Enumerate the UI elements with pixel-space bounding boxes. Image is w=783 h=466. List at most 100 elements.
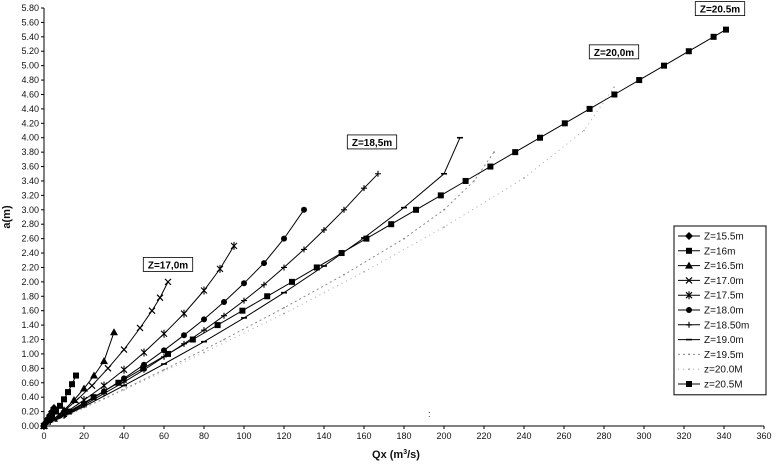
data-point bbox=[403, 237, 405, 240]
x-tick-label: 200 bbox=[436, 431, 451, 441]
data-point bbox=[181, 332, 187, 339]
y-tick-label: 5.60 bbox=[21, 17, 39, 27]
data-point bbox=[321, 226, 327, 233]
data-point bbox=[88, 382, 96, 390]
x-tick-label: 100 bbox=[236, 431, 251, 441]
series-8 bbox=[43, 151, 495, 427]
data-point bbox=[283, 306, 285, 309]
data-point bbox=[611, 91, 618, 98]
data-point bbox=[661, 62, 667, 69]
callout-label: Z=17,0m bbox=[148, 260, 188, 271]
data-point bbox=[69, 381, 75, 388]
y-tick-label: 1.60 bbox=[21, 306, 39, 316]
series-line bbox=[43, 151, 495, 427]
x-tick-label: 80 bbox=[199, 431, 209, 441]
data-point bbox=[200, 286, 208, 295]
data-point bbox=[301, 206, 307, 213]
y-tick-label: 3.80 bbox=[21, 147, 39, 157]
series-line bbox=[43, 281, 169, 427]
data-point bbox=[201, 316, 207, 323]
data-point bbox=[73, 372, 79, 379]
data-point bbox=[148, 307, 156, 315]
legend-marker bbox=[688, 353, 690, 356]
data-point bbox=[61, 396, 67, 403]
plot-area bbox=[40, 26, 729, 430]
y-tick-label: 3.40 bbox=[21, 176, 39, 186]
x-tick-label: 0 bbox=[41, 431, 46, 441]
data-point bbox=[710, 33, 717, 40]
data-point bbox=[115, 379, 122, 386]
series-line bbox=[43, 137, 461, 427]
data-point bbox=[437, 192, 444, 199]
y-tick-label: 1.00 bbox=[21, 349, 39, 359]
data-point bbox=[388, 221, 395, 228]
y-tick-label: 3.00 bbox=[21, 205, 39, 215]
data-point bbox=[537, 134, 543, 141]
legend-label: Z=16.5m bbox=[704, 261, 744, 272]
data-point bbox=[613, 86, 615, 89]
series-9 bbox=[43, 86, 615, 427]
y-tick-label: 2.40 bbox=[21, 248, 39, 258]
series-line bbox=[43, 209, 305, 427]
y-tick-label: 0.20 bbox=[21, 407, 39, 417]
y-tick-label: 3.60 bbox=[21, 162, 39, 172]
y-tick-label: 5.80 bbox=[21, 3, 39, 13]
data-point bbox=[281, 235, 287, 242]
data-point bbox=[443, 208, 445, 211]
legend-label: z=20.0M bbox=[704, 365, 743, 376]
data-point bbox=[281, 264, 287, 271]
data-point bbox=[120, 365, 128, 374]
data-point bbox=[723, 26, 729, 33]
data-point bbox=[561, 120, 568, 127]
data-point bbox=[361, 185, 367, 192]
y-tick-label: 5.20 bbox=[21, 46, 39, 56]
x-tick-label: 260 bbox=[556, 431, 571, 441]
data-point bbox=[65, 408, 72, 415]
x-tick-label: 160 bbox=[356, 431, 371, 441]
data-point bbox=[80, 384, 88, 392]
x-tick-label: 300 bbox=[636, 431, 651, 441]
data-point bbox=[241, 297, 247, 304]
y-tick-label: 5.40 bbox=[21, 32, 39, 42]
y-tick-label: 0.00 bbox=[21, 421, 39, 431]
data-point bbox=[180, 309, 188, 318]
data-point bbox=[221, 312, 227, 319]
data-point bbox=[120, 346, 128, 354]
legend-marker bbox=[685, 232, 693, 240]
data-point bbox=[164, 278, 172, 286]
y-axis-label: a(m) bbox=[1, 205, 13, 229]
data-point bbox=[140, 348, 148, 357]
data-point bbox=[201, 327, 207, 334]
stray-mark: : bbox=[428, 409, 431, 419]
callout-box bbox=[588, 44, 640, 60]
data-point bbox=[301, 246, 307, 253]
x-tick-label: 320 bbox=[676, 431, 691, 441]
callout-label: Z=18,5m bbox=[352, 138, 392, 149]
y-tick-label: 4.00 bbox=[21, 133, 39, 143]
data-point bbox=[462, 177, 469, 184]
x-axis-label-main: Qx (m bbox=[372, 449, 403, 461]
data-point bbox=[163, 368, 165, 371]
data-point bbox=[216, 264, 224, 273]
legend-marker bbox=[686, 321, 692, 328]
legend-label: Z=15.5m bbox=[704, 232, 744, 243]
data-point bbox=[241, 280, 247, 287]
data-point bbox=[583, 129, 585, 132]
legend-marker bbox=[686, 381, 692, 387]
data-point bbox=[230, 241, 238, 250]
y-tick-label: 0.80 bbox=[21, 363, 39, 373]
data-point bbox=[214, 322, 221, 329]
data-point bbox=[493, 151, 495, 154]
legend-marker bbox=[685, 261, 693, 269]
y-tick-label: 0.60 bbox=[21, 378, 39, 388]
legend-marker bbox=[685, 291, 693, 300]
data-point bbox=[636, 77, 643, 84]
legend-marker bbox=[685, 276, 693, 284]
y-tick-label: 2.00 bbox=[21, 277, 39, 287]
y-tick-label: 4.40 bbox=[21, 104, 39, 114]
data-point bbox=[100, 381, 108, 390]
x-tick-label: 120 bbox=[276, 431, 291, 441]
data-point bbox=[90, 394, 97, 401]
data-point bbox=[165, 350, 171, 357]
data-point bbox=[136, 324, 144, 332]
